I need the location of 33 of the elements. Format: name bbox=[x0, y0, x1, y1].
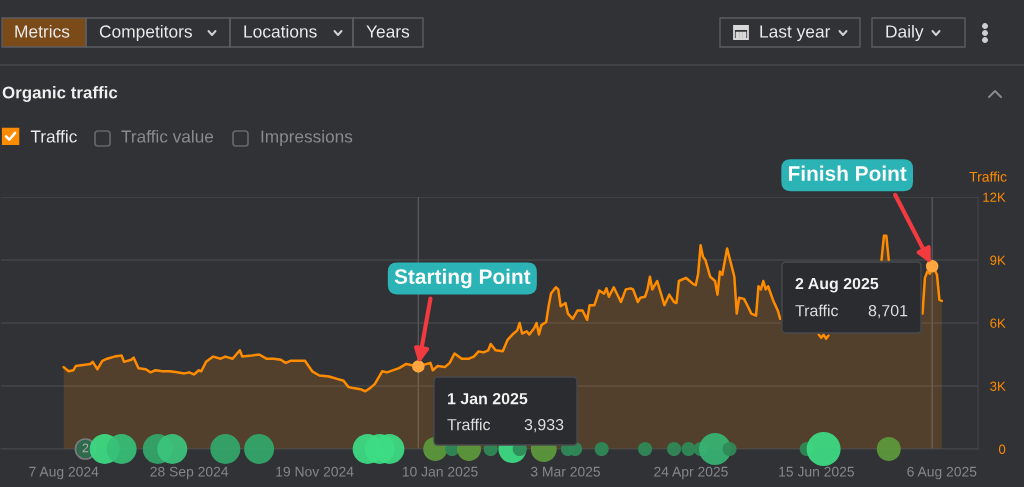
text: Traffic value bbox=[121, 129, 214, 143]
x-tick-label: 3 Mar 2025 bbox=[530, 466, 601, 477]
x-tick-label: 15 Jun 2025 bbox=[779, 466, 855, 477]
annotation: Starting Point bbox=[394, 268, 531, 289]
x-tick-label: 19 Nov 2024 bbox=[276, 466, 354, 477]
annotation: 8,701 bbox=[868, 304, 908, 319]
annotation: 2 Aug 2025 bbox=[795, 277, 879, 293]
x-tick-label: 7 Aug 2024 bbox=[29, 466, 99, 480]
annotation: 3,933 bbox=[524, 418, 564, 433]
x-tick-label: 24 Apr 2025 bbox=[654, 466, 728, 480]
annotation: Traffic bbox=[447, 418, 491, 431]
y-tick-label: 3K bbox=[990, 381, 1006, 391]
x-tick-label: 28 Sep 2024 bbox=[150, 466, 229, 480]
y-tick-label: 9K bbox=[990, 255, 1006, 265]
text: Daily bbox=[886, 24, 924, 42]
y-tick-label: 6K bbox=[990, 318, 1006, 328]
text: Impressions bbox=[261, 129, 353, 147]
annotation: Traffic bbox=[795, 304, 839, 317]
text: Last year bbox=[760, 25, 831, 42]
annotation: 2 bbox=[82, 443, 89, 453]
x-tick-label: 10 Jan 2025 bbox=[402, 466, 478, 477]
annotation: Finish Point bbox=[788, 165, 907, 181]
text: Metrics bbox=[15, 24, 70, 38]
text: Years bbox=[366, 25, 410, 38]
y-axis-title: Traffic bbox=[969, 171, 1007, 182]
annotation: 1 Jan 2025 bbox=[448, 392, 528, 405]
y-tick-label: 0 bbox=[998, 444, 1006, 454]
chart-title: Organic traffic bbox=[2, 86, 118, 102]
text: Locations bbox=[244, 24, 317, 38]
y-tick-label: 12K bbox=[983, 192, 1006, 202]
x-tick-label: 6 Aug 2025 bbox=[907, 466, 977, 480]
legend-label: Traffic bbox=[30, 129, 77, 143]
text: Competitors bbox=[99, 24, 192, 42]
